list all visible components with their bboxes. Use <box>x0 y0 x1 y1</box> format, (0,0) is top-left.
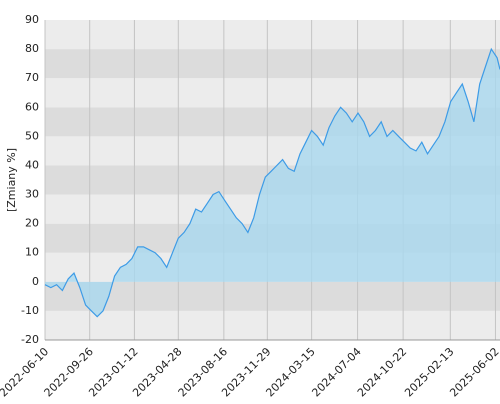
y-tick-label: -20 <box>21 333 39 346</box>
grid-band <box>45 78 500 108</box>
grid-band <box>45 20 500 50</box>
y-tick-label: -10 <box>21 304 39 317</box>
line <box>44 47 500 318</box>
y-tick-label: 0 <box>32 275 39 288</box>
y-tick-label: 60 <box>25 100 39 113</box>
grid-band <box>45 310 500 340</box>
y-tick-label: 40 <box>25 158 39 171</box>
grid-band <box>45 107 500 137</box>
y-tick-label: 10 <box>25 246 39 259</box>
y-tick-label: 50 <box>25 129 39 142</box>
area <box>45 49 500 317</box>
y-tick-label: 20 <box>25 217 39 230</box>
grid-band <box>45 281 500 311</box>
y-axis-label: [Zmiany %] <box>5 148 18 212</box>
x-tick-label: 2024-10-22 <box>355 345 409 399</box>
grid-band <box>45 49 500 79</box>
y-tick-label: 90 <box>25 13 39 26</box>
y-tick-label: 70 <box>25 71 39 84</box>
y-tick-label: 80 <box>25 42 39 55</box>
y-tick-label: 30 <box>25 188 39 201</box>
